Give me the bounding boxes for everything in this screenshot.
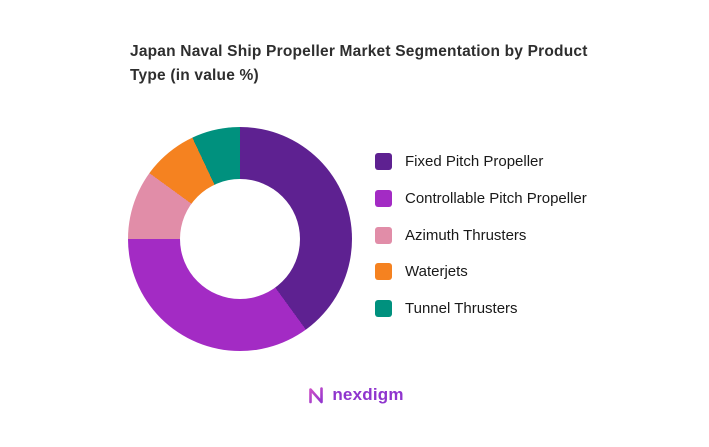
legend-item: Azimuth Thrusters [375,225,605,247]
donut-hole [180,179,300,299]
legend: Fixed Pitch Propeller Controllable Pitch … [375,151,605,320]
legend-swatch [375,263,392,281]
nexdigm-logo-text: nexdigm [332,385,404,404]
nexdigm-logo: nexdigm [0,384,709,406]
legend-item: Waterjets [375,261,605,283]
nexdigm-n-icon [309,387,324,404]
legend-swatch [375,189,392,207]
chart-title: Japan Naval Ship Propeller Market Segmen… [130,43,588,85]
legend-label: Azimuth Thrusters [405,226,527,244]
legend-swatch [375,226,392,244]
legend-label: Fixed Pitch Propeller [405,153,544,170]
legend-swatch [375,300,392,317]
legend-label: Tunnel Thrusters [405,300,518,317]
donut-chart [128,127,352,351]
legend-swatch [375,153,392,170]
legend-item: Tunnel Thrusters [375,298,605,320]
legend-label: Controllable Pitch Propeller [405,189,587,207]
legend-label: Waterjets [405,263,468,281]
legend-item: Controllable Pitch Propeller [375,188,605,210]
legend-item: Fixed Pitch Propeller [375,151,605,173]
